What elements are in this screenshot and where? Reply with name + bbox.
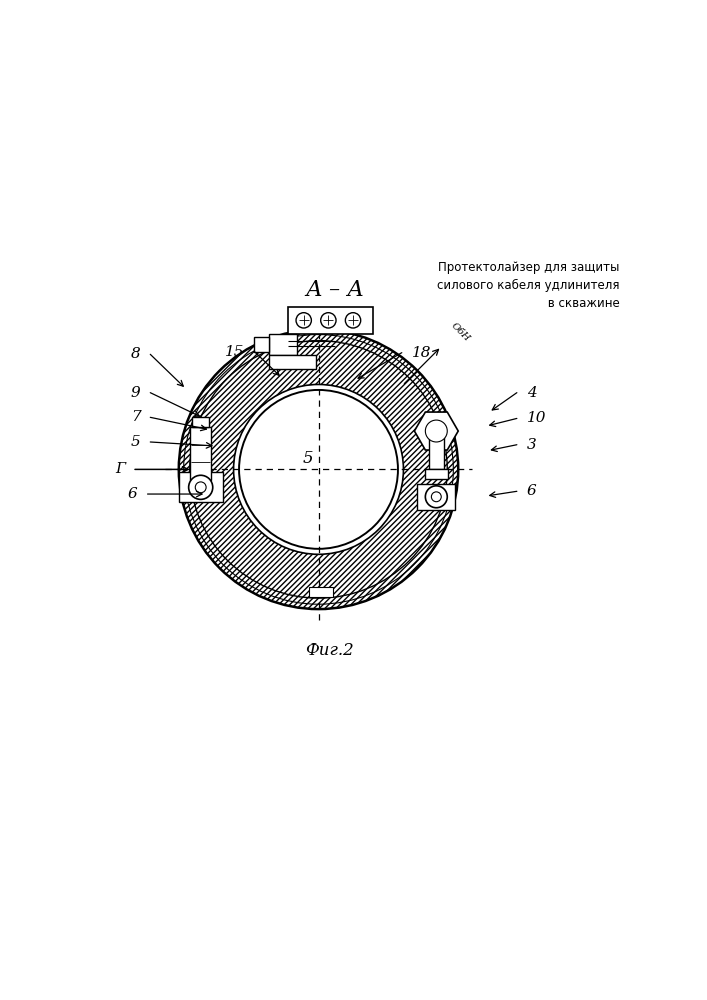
FancyBboxPatch shape [269, 334, 297, 355]
FancyBboxPatch shape [417, 484, 455, 510]
Circle shape [321, 313, 336, 328]
Text: 6: 6 [527, 484, 537, 498]
Circle shape [233, 384, 404, 554]
Circle shape [195, 482, 206, 493]
Circle shape [189, 475, 213, 499]
Circle shape [426, 420, 448, 442]
FancyBboxPatch shape [269, 355, 316, 369]
Text: 10: 10 [527, 411, 547, 425]
Text: 6: 6 [128, 487, 138, 501]
Circle shape [239, 390, 398, 549]
Text: 8: 8 [131, 347, 141, 361]
FancyBboxPatch shape [179, 472, 223, 502]
Text: 18: 18 [411, 346, 431, 360]
Text: 5: 5 [302, 450, 313, 467]
Text: 15: 15 [225, 345, 245, 359]
Circle shape [431, 492, 441, 502]
Circle shape [179, 330, 458, 609]
Text: Г: Г [115, 462, 126, 476]
FancyBboxPatch shape [254, 337, 269, 352]
Text: 7: 7 [131, 410, 141, 424]
Circle shape [426, 486, 448, 508]
FancyBboxPatch shape [190, 427, 211, 480]
Text: 3: 3 [527, 438, 537, 452]
Text: Протектолайзер для защиты
силового кабеля удлинителя
 в скважине: Протектолайзер для защиты силового кабел… [438, 261, 620, 310]
Text: ОбН: ОбН [450, 321, 472, 344]
FancyBboxPatch shape [425, 469, 448, 479]
FancyBboxPatch shape [192, 417, 209, 427]
Circle shape [345, 313, 361, 328]
FancyBboxPatch shape [288, 307, 373, 334]
Text: Фиг.2: Фиг.2 [305, 642, 354, 659]
Text: А – А: А – А [305, 279, 365, 301]
Text: 9: 9 [131, 386, 141, 400]
FancyBboxPatch shape [309, 587, 333, 597]
Text: 4: 4 [527, 386, 537, 400]
FancyBboxPatch shape [428, 431, 444, 469]
Text: 5: 5 [131, 435, 141, 449]
Circle shape [296, 313, 311, 328]
